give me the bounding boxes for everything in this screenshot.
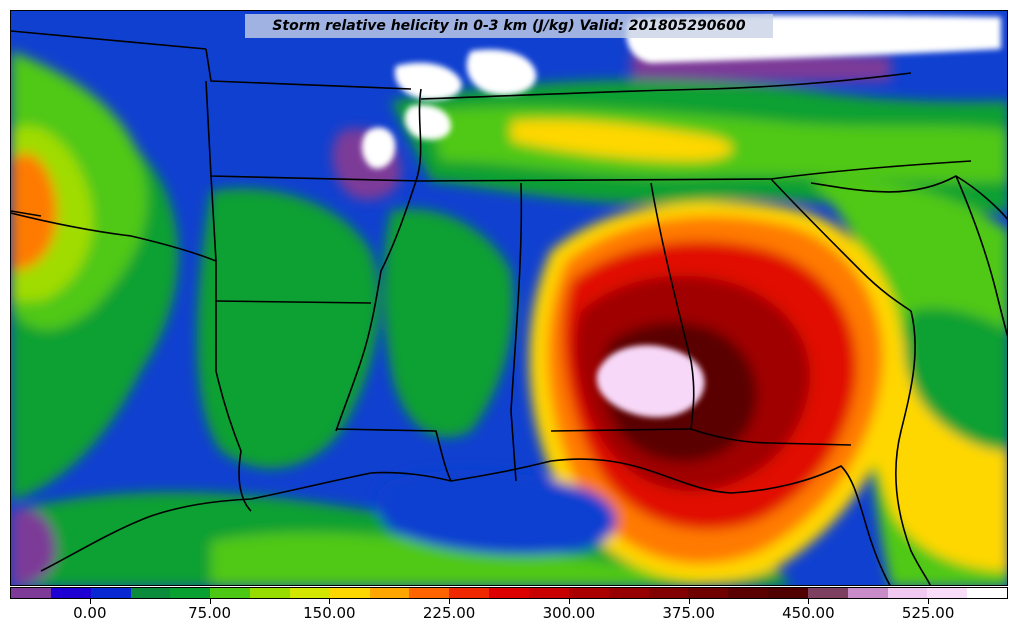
colorbar-tick-label: 300.00 [542, 604, 596, 622]
colorbar-swatch [728, 588, 769, 598]
colorbar-tick-label: 75.00 [188, 604, 232, 622]
field-white-core [596, 345, 705, 418]
field-white-nw2 [394, 62, 462, 101]
colorbar-tick [928, 599, 930, 604]
helicity-map [11, 11, 1007, 585]
colorbar-swatch [887, 588, 928, 598]
colorbar-swatch [568, 588, 609, 598]
border-georgia-sc [770, 178, 912, 312]
colorbar-swatch [170, 588, 211, 598]
field-blue-gulf [376, 470, 617, 555]
colorbar-tick-label: 375.00 [662, 604, 715, 622]
colorbar-swatch [927, 588, 968, 598]
border-arkansas-louisiana [215, 300, 372, 304]
colorbar-tick-label: 150.00 [303, 604, 356, 622]
border-texas-louisiana [215, 261, 252, 512]
colorbar-swatch [449, 588, 490, 598]
border-tennessee-south [420, 178, 772, 182]
colorbar-swatch [807, 588, 848, 598]
colorbar-swatch [489, 588, 529, 598]
border-alabama-georgia [650, 182, 695, 430]
border-kansas-north [11, 30, 207, 50]
colorbar-swatch [329, 588, 370, 598]
colorbar-tick [329, 599, 331, 604]
field-white-n1 [466, 49, 537, 95]
coastline-atlantic [895, 310, 932, 585]
border-oklahoma-kansas [11, 210, 42, 217]
colorbar [10, 587, 1008, 599]
field-green-central [197, 188, 380, 469]
field-white-nw1 [361, 127, 396, 169]
colorbar-swatch [11, 588, 51, 598]
border-virginia-nc [770, 160, 972, 180]
colorbar-swatch [130, 588, 171, 598]
field-orange-west [11, 153, 57, 271]
border-missouri-north [205, 48, 412, 90]
border-louisiana-mississippi [335, 428, 452, 482]
colorbar-tick [688, 599, 690, 604]
colorbar-tick-label: 450.00 [782, 604, 835, 622]
border-texas-oklahoma [11, 212, 217, 262]
colorbar-swatch [289, 588, 330, 598]
field-layers [11, 48, 1007, 585]
field-white-n2 [404, 104, 451, 140]
colorbar-ticks: 0.00 75.00 150.00 225.00 300.00 375.00 450.00 5… [10, 599, 1008, 629]
colorbar-tick [568, 599, 570, 604]
map-title: Storm relative helicity in 0-3 km (J/kg)… [272, 18, 746, 34]
colorbar-tick [209, 599, 211, 604]
coastline-gulf [40, 458, 891, 585]
colorbar-swatch [768, 588, 808, 598]
title-box: Storm relative helicity in 0-3 km (J/kg)… [245, 14, 773, 38]
colorbar-tick [449, 599, 451, 604]
colorbar-swatch [528, 588, 569, 598]
field-green-mid [383, 209, 514, 438]
colorbar-swatch [608, 588, 649, 598]
colorbar-tick [808, 599, 810, 604]
colorbar-swatch [369, 588, 410, 598]
border-nc-sc [810, 175, 1007, 220]
colorbar-swatch [847, 588, 888, 598]
colorbar-swatch [967, 588, 1008, 598]
colorbar-swatch [409, 588, 450, 598]
colorbar-swatch [50, 588, 91, 598]
colorbar-swatch [250, 588, 290, 598]
border-mississippi-river [335, 88, 422, 432]
border-florida-panhandle [550, 428, 852, 446]
colorbar-swatch [648, 588, 689, 598]
colorbar-tick [89, 599, 91, 604]
border-kentucky-tennessee [420, 72, 912, 100]
field-purple-sw [11, 508, 56, 585]
colorbar-tick-label: 525.00 [901, 604, 955, 622]
colorbar-tick-label: 0.00 [73, 604, 107, 622]
colorbar-tick-label: 225.00 [422, 604, 476, 622]
field-yellow-north [511, 119, 733, 161]
field-lightgreen-south [211, 532, 705, 585]
colorbar-swatch [90, 588, 131, 598]
colorbar-swatch [210, 588, 251, 598]
colorbar-swatch [688, 588, 729, 598]
map-frame [10, 10, 1008, 586]
border-oklahoma-arkansas [210, 175, 217, 262]
field-green-atlantic [904, 308, 1007, 451]
border-mississippi-alabama [510, 182, 523, 482]
state-borders [11, 30, 1007, 585]
coastline-carolinas [955, 175, 1007, 337]
